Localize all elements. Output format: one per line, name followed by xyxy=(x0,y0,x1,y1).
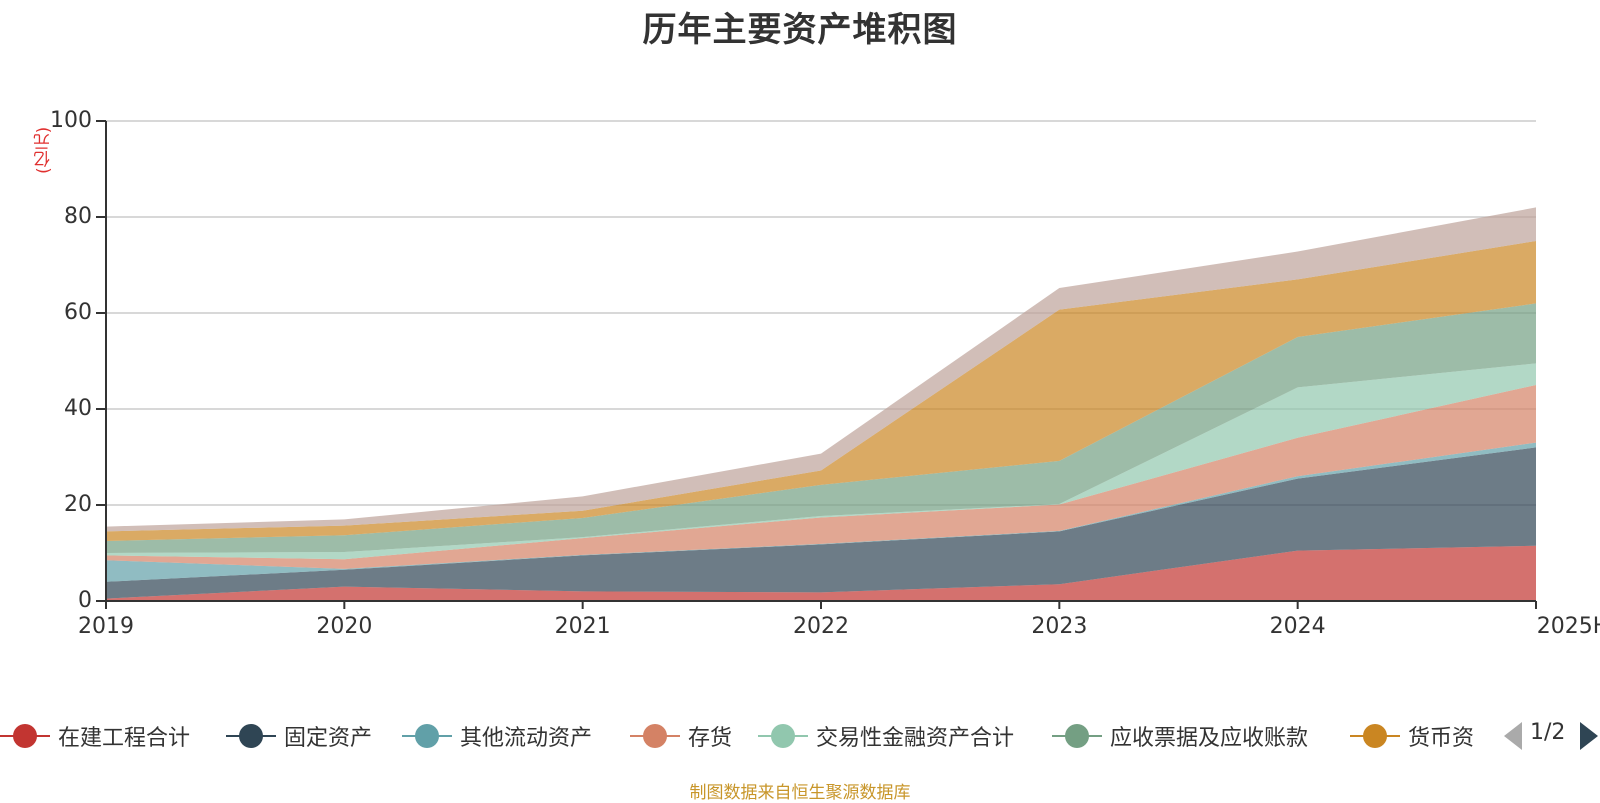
legend-prev-page-icon[interactable] xyxy=(1504,722,1522,750)
legend-item[interactable]: 固定资产 xyxy=(226,718,372,754)
area-series-1 xyxy=(106,545,1536,601)
legend-marker-icon xyxy=(758,724,808,748)
legend-marker-icon xyxy=(1350,724,1400,748)
data-source-note: 制图数据来自恒生聚源数据库 xyxy=(689,783,911,803)
legend-item[interactable]: 应收票据及应收账款 xyxy=(1052,718,1308,754)
x-tick-label: 2020 xyxy=(316,614,372,639)
y-tick-label: 60 xyxy=(64,300,92,325)
legend-label: 存货 xyxy=(688,726,733,751)
legend-page-indicator: 1/2 xyxy=(1530,720,1566,745)
x-tick-label: 2025H1 xyxy=(1537,614,1600,639)
x-tick-label: 2023 xyxy=(1031,614,1087,639)
legend-label: 货币资 xyxy=(1408,726,1475,751)
axes xyxy=(96,120,1537,609)
y-tick-label: 20 xyxy=(64,492,92,517)
x-tick-label: 2024 xyxy=(1270,614,1326,639)
y-tick-label: 0 xyxy=(78,588,92,613)
legend-item[interactable]: 存货 xyxy=(630,718,732,754)
legend-label: 固定资产 xyxy=(284,726,373,751)
chart-legend: 在建工程合计 固定资产 其他流动资产 存货 交易性金融资产合计 应收票据及应收账款 货币资 xyxy=(0,718,1600,754)
legend-item[interactable]: 在建工程合计 xyxy=(0,718,190,754)
legend-next-page-icon[interactable] xyxy=(1580,722,1598,750)
x-tick-label: 2021 xyxy=(555,614,611,639)
legend-item[interactable]: 其他流动资产 xyxy=(402,718,592,754)
area-series-6 xyxy=(106,303,1536,553)
legend-label: 在建工程合计 xyxy=(58,726,191,751)
legend-label: 应收票据及应收账款 xyxy=(1110,726,1309,751)
y-tick-label: 80 xyxy=(64,204,92,229)
area-series-4 xyxy=(106,385,1536,569)
area-series xyxy=(106,207,1536,601)
legend-item[interactable]: 交易性金融资产合计 xyxy=(758,718,1014,754)
area-series-3 xyxy=(106,442,1536,582)
legend-marker-icon xyxy=(630,724,680,748)
chart-title: 历年主要资产堆积图 xyxy=(642,10,958,50)
legend-marker-icon xyxy=(0,724,50,748)
legend-pager: 1/2 xyxy=(1500,718,1600,754)
area-series-7 xyxy=(106,241,1536,541)
legend-label: 交易性金融资产合计 xyxy=(816,726,1015,751)
x-tick-label: 2022 xyxy=(793,614,849,639)
x-tick-labels: 2019 2020 2021 2022 2023 2024 2025H1 xyxy=(78,614,1600,639)
legend-label: 其他流动资产 xyxy=(460,726,593,751)
stacked-area-chart: 0 20 40 60 80 100 2019 2020 2021 2022 2023 2024 202… xyxy=(50,108,1600,639)
y-tick-label: 40 xyxy=(64,396,92,421)
y-tick-labels: 0 20 40 60 80 100 xyxy=(50,108,92,613)
area-series-5 xyxy=(106,363,1536,560)
area-series-8 xyxy=(106,207,1536,532)
y-tick-label: 100 xyxy=(50,108,92,133)
legend-item[interactable]: 货币资 xyxy=(1350,718,1474,754)
area-series-2 xyxy=(106,447,1536,599)
legend-marker-icon xyxy=(402,724,452,748)
legend-marker-icon xyxy=(1052,724,1102,748)
legend-marker-icon xyxy=(226,724,276,748)
x-tick-label: 2019 xyxy=(78,614,134,639)
